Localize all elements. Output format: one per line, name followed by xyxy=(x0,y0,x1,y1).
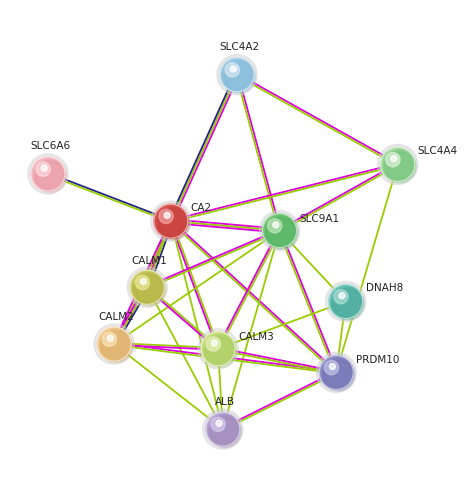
Circle shape xyxy=(263,214,297,248)
Circle shape xyxy=(225,63,239,77)
Circle shape xyxy=(94,324,134,364)
Circle shape xyxy=(273,222,279,228)
Circle shape xyxy=(217,54,257,95)
Circle shape xyxy=(385,152,414,181)
Circle shape xyxy=(384,151,415,182)
Circle shape xyxy=(151,201,191,241)
Text: CA2: CA2 xyxy=(191,203,212,213)
Circle shape xyxy=(159,209,173,224)
Circle shape xyxy=(224,62,254,91)
Circle shape xyxy=(333,289,363,318)
Circle shape xyxy=(206,336,235,365)
Circle shape xyxy=(97,327,131,361)
Circle shape xyxy=(107,335,113,341)
Text: SLC9A1: SLC9A1 xyxy=(300,214,339,224)
Circle shape xyxy=(332,288,364,319)
Text: SLC4A2: SLC4A2 xyxy=(219,42,259,52)
Circle shape xyxy=(127,267,167,307)
Circle shape xyxy=(140,278,146,284)
Circle shape xyxy=(339,292,345,299)
Circle shape xyxy=(378,144,418,185)
Circle shape xyxy=(203,409,243,449)
Circle shape xyxy=(209,416,240,447)
Circle shape xyxy=(266,217,297,249)
Circle shape xyxy=(41,165,47,171)
Circle shape xyxy=(267,218,296,248)
Circle shape xyxy=(230,66,237,72)
Circle shape xyxy=(216,420,222,426)
Text: SLC4A4: SLC4A4 xyxy=(418,146,458,156)
Circle shape xyxy=(156,207,190,240)
Circle shape xyxy=(158,209,188,238)
Text: SLC6A6: SLC6A6 xyxy=(30,141,70,151)
Circle shape xyxy=(208,415,242,448)
Circle shape xyxy=(383,150,416,183)
Circle shape xyxy=(329,364,336,370)
Circle shape xyxy=(324,360,338,375)
Circle shape xyxy=(328,284,363,318)
Circle shape xyxy=(211,340,218,346)
Text: ALB: ALB xyxy=(215,397,235,407)
Circle shape xyxy=(210,417,239,446)
Circle shape xyxy=(211,417,225,432)
Circle shape xyxy=(331,287,365,320)
Circle shape xyxy=(134,273,165,305)
Text: CALM2: CALM2 xyxy=(99,312,134,322)
Circle shape xyxy=(164,212,170,219)
Circle shape xyxy=(31,157,65,191)
Circle shape xyxy=(223,61,255,92)
Circle shape xyxy=(324,360,353,389)
Circle shape xyxy=(322,358,355,391)
Circle shape xyxy=(222,60,255,93)
Text: PRDM10: PRDM10 xyxy=(356,355,400,365)
Circle shape xyxy=(316,352,356,392)
Circle shape xyxy=(101,331,131,361)
Circle shape xyxy=(135,275,164,304)
Circle shape xyxy=(33,159,67,193)
Circle shape xyxy=(34,160,66,192)
Circle shape xyxy=(28,154,68,194)
Circle shape xyxy=(206,337,220,351)
Circle shape xyxy=(36,161,64,191)
Circle shape xyxy=(220,57,254,92)
Circle shape xyxy=(203,334,237,367)
Circle shape xyxy=(381,147,415,182)
Circle shape xyxy=(326,281,366,321)
Text: CALM3: CALM3 xyxy=(238,332,273,342)
Circle shape xyxy=(36,162,50,176)
Circle shape xyxy=(268,219,282,233)
Circle shape xyxy=(201,332,235,366)
Circle shape xyxy=(323,359,354,390)
Circle shape xyxy=(154,204,188,238)
Text: CALM1: CALM1 xyxy=(132,255,167,265)
Circle shape xyxy=(265,216,298,250)
Circle shape xyxy=(130,270,164,304)
Circle shape xyxy=(319,355,353,389)
Circle shape xyxy=(198,329,238,369)
Circle shape xyxy=(102,332,117,346)
Text: DNAH8: DNAH8 xyxy=(365,283,403,293)
Circle shape xyxy=(391,156,397,162)
Circle shape xyxy=(386,153,400,167)
Circle shape xyxy=(206,412,240,446)
Circle shape xyxy=(135,275,150,290)
Circle shape xyxy=(204,335,236,366)
Circle shape xyxy=(334,289,348,304)
Circle shape xyxy=(100,329,133,363)
Circle shape xyxy=(133,272,166,306)
Circle shape xyxy=(100,330,132,362)
Circle shape xyxy=(157,208,189,239)
Circle shape xyxy=(259,211,300,250)
